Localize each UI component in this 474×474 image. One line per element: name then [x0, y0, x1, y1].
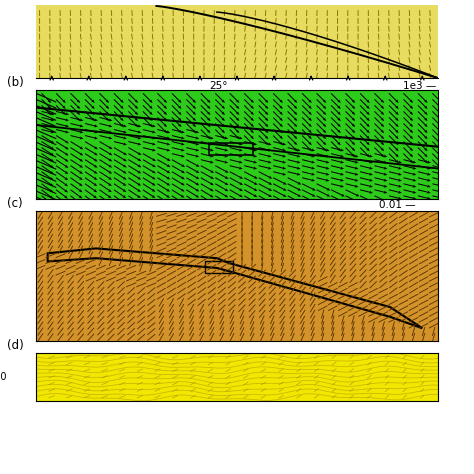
Text: (c): (c) [7, 197, 23, 210]
Bar [209, 144, 253, 155]
Text: 0.01 —: 0.01 — [379, 200, 416, 210]
Bar [205, 262, 233, 273]
Text: (b): (b) [7, 76, 24, 89]
Text: (d): (d) [7, 339, 24, 352]
Text: 1e3 —: 1e3 — [403, 81, 436, 91]
Text: 500: 500 [0, 372, 7, 382]
Text: 25°: 25° [209, 81, 228, 91]
